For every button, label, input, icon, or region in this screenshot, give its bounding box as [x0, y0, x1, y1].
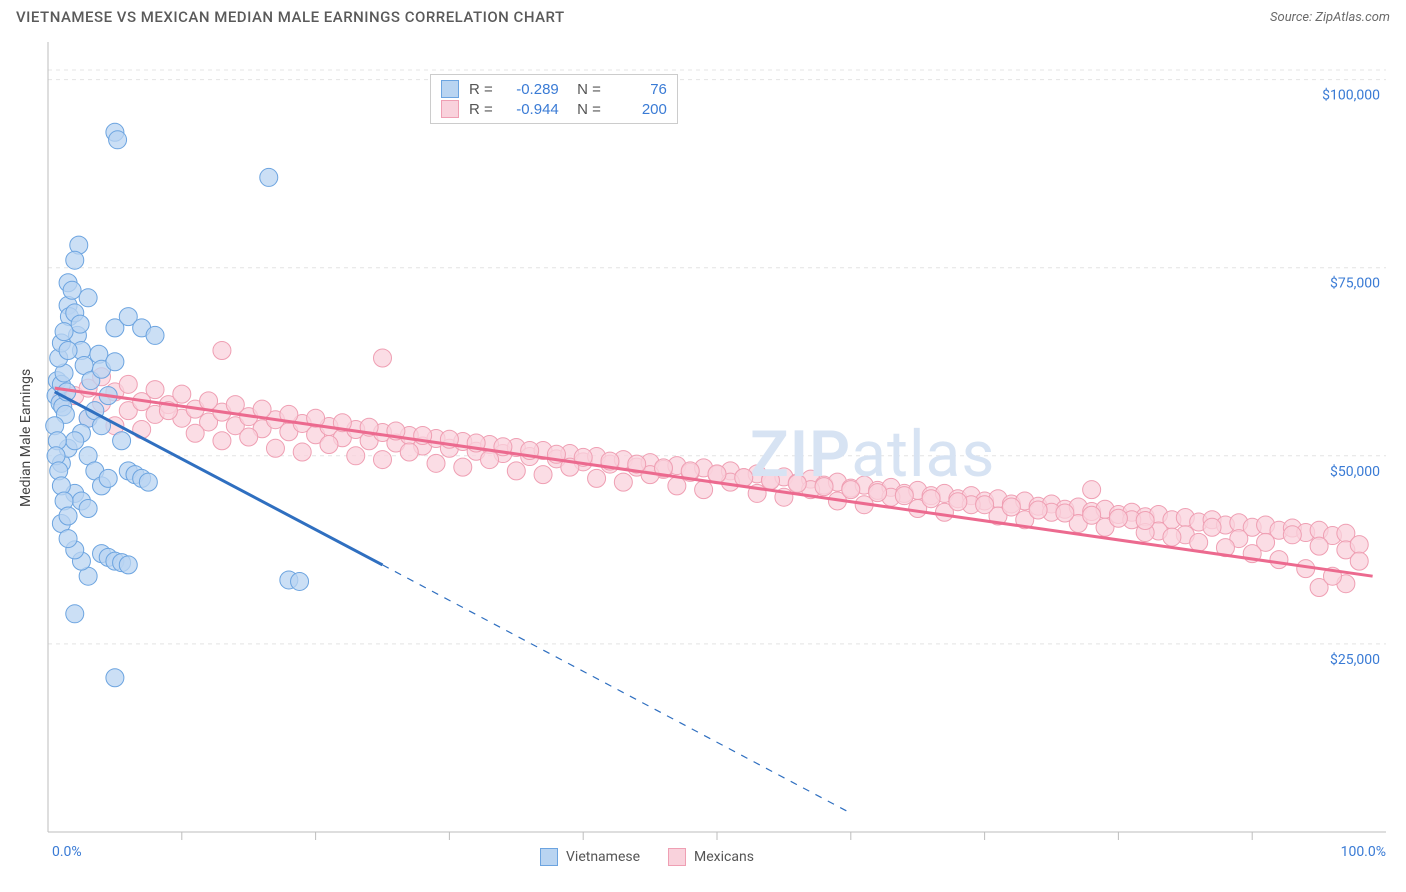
- svg-text:$75,000: $75,000: [1330, 275, 1380, 292]
- swatch-mexicans: [441, 100, 459, 118]
- svg-text:$25,000: $25,000: [1330, 651, 1380, 668]
- r-label: R =: [469, 81, 493, 98]
- legend-label-mexicans: Mexicans: [694, 849, 754, 865]
- source-label: Source: ZipAtlas.com: [1270, 10, 1390, 25]
- legend-item-vietnamese: Vietnamese: [540, 848, 640, 866]
- n-label: N =: [569, 81, 601, 98]
- scatter-chart: $25,000 $50,000 $75,000 $100,000 0.0% 100.0%: [0, 32, 1406, 882]
- bottom-legend: Vietnamese Mexicans: [540, 848, 754, 866]
- r-label: R =: [469, 101, 493, 118]
- svg-text:$100,000: $100,000: [1322, 87, 1380, 104]
- swatch-mexicans: [668, 848, 686, 866]
- y-axis-title: Median Male Earnings: [18, 369, 34, 507]
- n-label: N =: [569, 101, 601, 118]
- n-value-mexicans: 200: [607, 101, 667, 118]
- r-value-mexicans: -0.944: [499, 101, 559, 118]
- legend-item-mexicans: Mexicans: [668, 848, 754, 866]
- r-value-vietnamese: -0.289: [499, 81, 559, 98]
- swatch-vietnamese: [441, 80, 459, 98]
- correlation-row-mexicans: R = -0.944 N = 200: [439, 99, 669, 119]
- chart-title: VIETNAMESE VS MEXICAN MEDIAN MALE EARNIN…: [16, 8, 565, 26]
- correlation-row-vietnamese: R = -0.289 N = 76: [439, 79, 669, 99]
- chart-container: $25,000$50,000$75,000$100,0000.0%100.0% …: [0, 32, 1406, 882]
- svg-text:0.0%: 0.0%: [52, 844, 82, 860]
- swatch-vietnamese: [540, 848, 558, 866]
- legend-label-vietnamese: Vietnamese: [566, 849, 640, 865]
- svg-text:$50,000: $50,000: [1330, 463, 1380, 480]
- n-value-vietnamese: 76: [607, 81, 667, 98]
- svg-text:100.0%: 100.0%: [1341, 844, 1386, 860]
- correlation-legend-box: R = -0.289 N = 76 R = -0.944 N = 200: [430, 74, 678, 124]
